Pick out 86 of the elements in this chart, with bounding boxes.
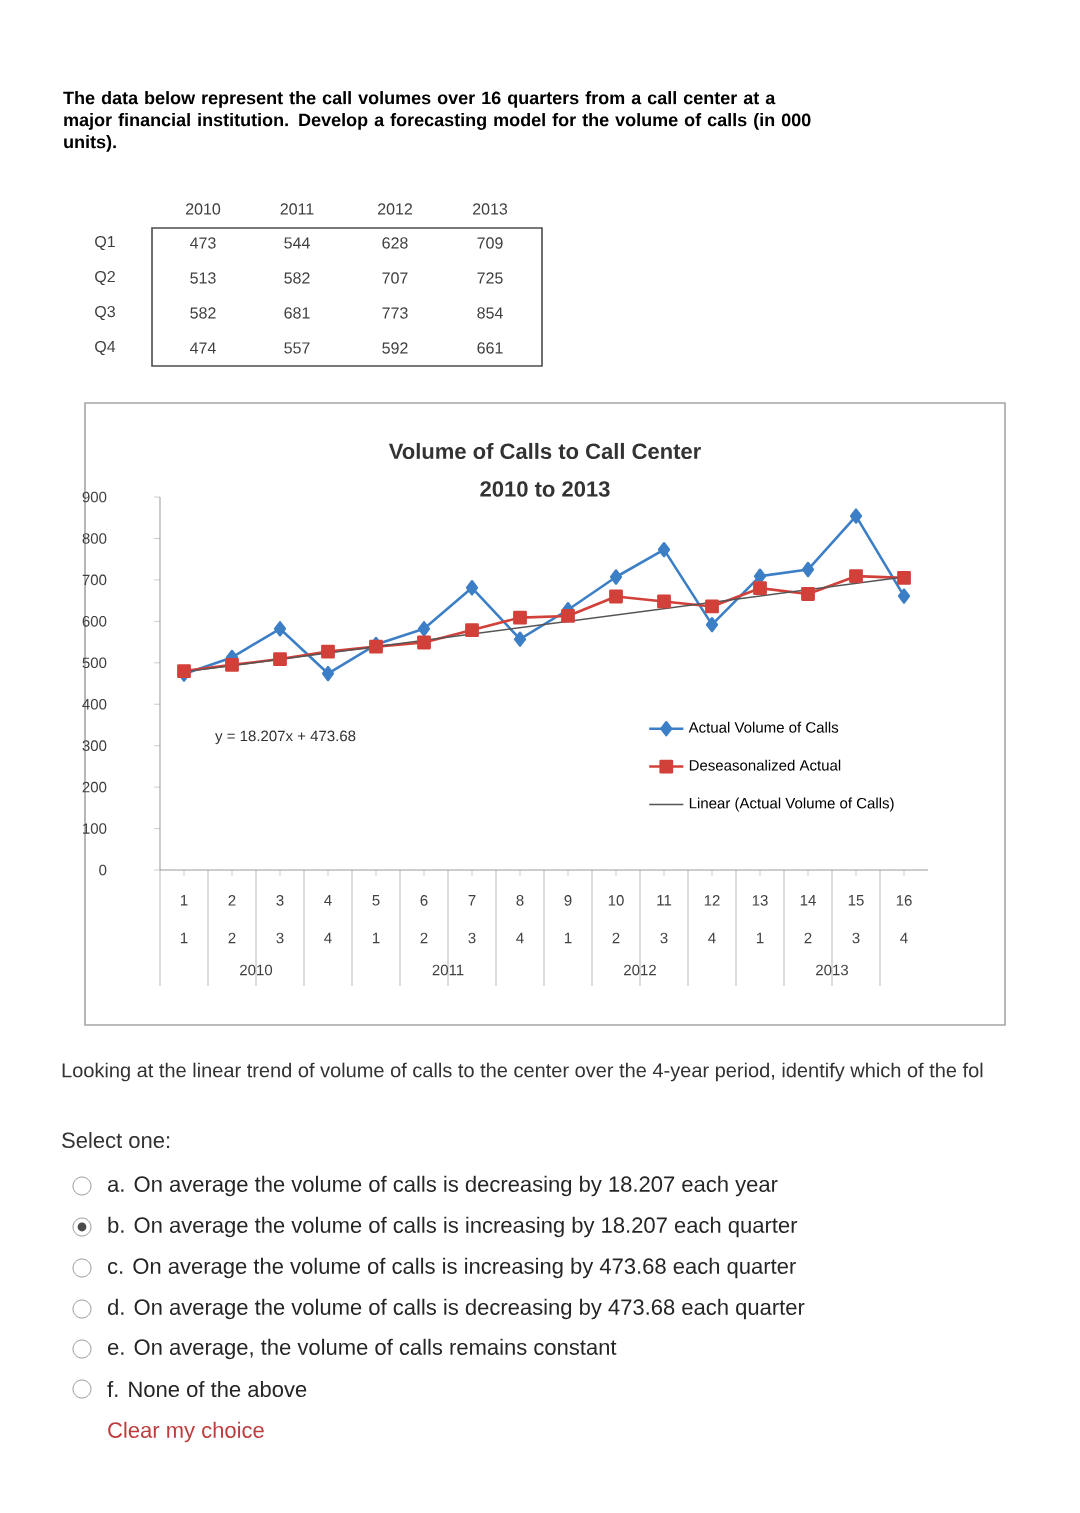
text: 2013 bbox=[473, 203, 508, 215]
text: 2010 bbox=[186, 203, 221, 215]
text: e. On average, the volume of calls remains constant bbox=[108, 1338, 617, 1360]
text: 1 bbox=[372, 932, 380, 944]
x-tick-label: 16 bbox=[896, 895, 912, 906]
text: 4 bbox=[900, 932, 908, 944]
text: b. On average the volume of calls is increasing by 18.207 each quarter bbox=[108, 1216, 798, 1238]
text: 4 bbox=[708, 932, 716, 944]
x-tick-label: 6 bbox=[420, 895, 428, 906]
text: a. On average the volume of calls is decreasing by 18.207 each year bbox=[108, 1175, 778, 1197]
text: f. None of the above bbox=[107, 1380, 307, 1398]
y-tick-label: 800 bbox=[82, 533, 107, 544]
x-tick-label: 8 bbox=[516, 895, 524, 906]
x-tick-label: 7 bbox=[468, 895, 476, 906]
x-tick-label: 2 bbox=[228, 895, 236, 906]
text: 709 bbox=[477, 237, 503, 249]
text: 1 bbox=[180, 932, 188, 944]
chart-title: Volume of Calls to Call Center bbox=[388, 442, 701, 460]
text: Select one: bbox=[62, 1131, 170, 1149]
text: 4 bbox=[324, 932, 332, 944]
text: 725 bbox=[477, 272, 503, 284]
text: d. On average the volume of calls is decreasing by 473.68 each quarter bbox=[107, 1298, 805, 1320]
y-tick-label: 400 bbox=[82, 698, 107, 710]
text: 661 bbox=[477, 342, 503, 354]
text: 2011 bbox=[432, 964, 464, 976]
text: 582 bbox=[284, 272, 310, 284]
text: 2011 bbox=[280, 203, 314, 215]
y-tick-label: 900 bbox=[82, 491, 107, 503]
text: 2013 bbox=[816, 964, 849, 976]
text: Looking at the linear trend of volume of calls to the center over the 4-year period, identify which of the fol bbox=[62, 1062, 983, 1082]
text: 513 bbox=[190, 272, 216, 284]
y-tick-label: 600 bbox=[82, 616, 107, 627]
text: 628 bbox=[382, 237, 408, 249]
text: 707 bbox=[382, 272, 408, 284]
x-tick-label: 4 bbox=[324, 895, 332, 906]
text: 2 bbox=[804, 932, 812, 944]
text: 2012 bbox=[624, 964, 656, 976]
x-tick-label: 11 bbox=[657, 895, 672, 906]
text: 473 bbox=[190, 237, 216, 249]
text: 3 bbox=[468, 932, 476, 944]
text: 474 bbox=[190, 342, 216, 354]
x-tick-label: 1 bbox=[180, 895, 188, 906]
text: 2012 bbox=[378, 203, 412, 215]
legend-label: Linear (Actual Volume of Calls) bbox=[689, 797, 894, 812]
x-tick-label: 13 bbox=[752, 895, 768, 906]
text: 681 bbox=[284, 307, 310, 319]
x-tick-label: 5 bbox=[372, 895, 380, 906]
annotation: y = 18.207x + 473.68 bbox=[215, 730, 356, 745]
text: 2010 bbox=[240, 964, 273, 976]
text: The data below represent the call volumes over 16 quarters from a call center at a major financial institution. Develop a forecasting model for the volume of calls (in 000 units). bbox=[63, 91, 811, 152]
text: 4 bbox=[516, 932, 524, 944]
text: 544 bbox=[284, 237, 310, 249]
text: 1 bbox=[564, 932, 572, 944]
text: Q3 bbox=[95, 305, 115, 321]
text: Q2 bbox=[95, 270, 115, 286]
text: Q1 bbox=[95, 235, 115, 251]
x-tick-label: 15 bbox=[848, 895, 864, 906]
text: 1 bbox=[756, 932, 764, 944]
chart-subtitle: 2010 to 2013 bbox=[480, 481, 610, 497]
text: 3 bbox=[660, 932, 668, 944]
y-tick-label: 200 bbox=[82, 781, 107, 793]
text: 3 bbox=[852, 932, 860, 944]
y-tick-label: 100 bbox=[83, 823, 107, 834]
legend-label: Deseasonalized Actual bbox=[689, 759, 841, 771]
y-tick-label: 700 bbox=[82, 574, 107, 586]
text: c. On average the volume of calls is increasing by 473.68 each quarter bbox=[108, 1257, 796, 1279]
text: 854 bbox=[477, 307, 503, 319]
text: 557 bbox=[284, 342, 310, 354]
text: 582 bbox=[190, 307, 216, 319]
text: 592 bbox=[382, 342, 408, 354]
x-tick-label: 12 bbox=[704, 895, 720, 906]
text: 2 bbox=[228, 932, 236, 944]
text: 3 bbox=[276, 932, 284, 944]
x-tick-label: 10 bbox=[608, 895, 624, 906]
x-tick-label: 9 bbox=[564, 895, 572, 906]
text: Q4 bbox=[95, 340, 116, 356]
y-tick-label: 500 bbox=[82, 657, 107, 669]
text: 773 bbox=[382, 307, 408, 319]
legend-label: Actual Volume of Calls bbox=[688, 721, 839, 733]
text: Clear my choice bbox=[108, 1421, 264, 1443]
x-tick-label: 14 bbox=[800, 895, 816, 906]
x-tick-label: 3 bbox=[276, 895, 284, 906]
y-tick-label: 0 bbox=[99, 864, 107, 876]
y-tick-label: 300 bbox=[82, 740, 107, 751]
text: 2 bbox=[612, 932, 620, 944]
text: 2 bbox=[420, 932, 428, 944]
